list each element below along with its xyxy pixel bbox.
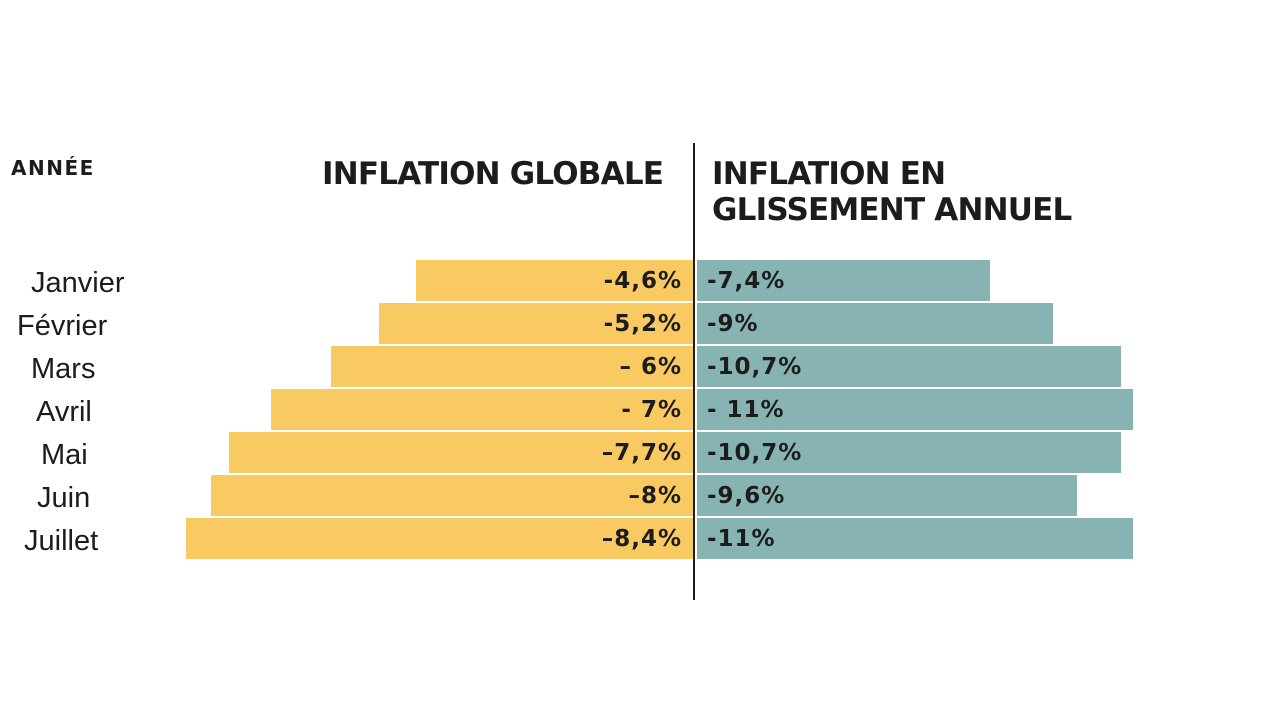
right-series-title: INFLATION EN GLISSEMENT ANNUEL	[712, 156, 1072, 228]
month-label: Avril	[36, 396, 92, 428]
chart-row: Mai –7,7% -10,7%	[0, 432, 1280, 475]
bar-inflation-glissement-annuel	[697, 303, 1053, 344]
value-label-glissement: -10,7%	[707, 440, 803, 466]
bar-inflation-globale	[416, 260, 693, 301]
right-series-title-line1: INFLATION EN	[712, 156, 946, 192]
bar-inflation-globale	[211, 475, 693, 516]
month-label: Février	[17, 310, 108, 342]
month-label: Janvier	[31, 267, 125, 299]
left-series-title: INFLATION GLOBALE	[322, 156, 664, 192]
value-label-globale: – 6%	[619, 354, 682, 380]
value-label-globale: –8,4%	[601, 526, 682, 552]
chart-row: Février -5,2% -9%	[0, 303, 1280, 346]
value-label-glissement: -10,7%	[707, 354, 803, 380]
value-label-globale: - 7%	[621, 397, 682, 423]
value-label-globale: –8%	[628, 483, 682, 509]
center-axis-line	[693, 143, 695, 600]
value-label-globale: -5,2%	[603, 311, 682, 337]
value-label-glissement: -11%	[707, 526, 776, 552]
value-label-glissement: -7,4%	[707, 268, 786, 294]
chart-row: Avril - 7% - 11%	[0, 389, 1280, 432]
bar-inflation-globale	[331, 346, 693, 387]
bar-inflation-glissement-annuel	[697, 475, 1077, 516]
month-label: Mars	[31, 353, 96, 385]
bar-inflation-glissement-annuel	[697, 260, 990, 301]
value-label-glissement: - 11%	[707, 397, 785, 423]
chart-row: Mars – 6% -10,7%	[0, 346, 1280, 389]
bar-inflation-globale	[229, 432, 693, 473]
bar-inflation-glissement-annuel	[697, 432, 1121, 473]
chart-row: Juillet –8,4% -11%	[0, 518, 1280, 561]
month-label: Mai	[41, 439, 88, 471]
month-label: Juin	[37, 482, 91, 514]
month-label: Juillet	[24, 525, 99, 557]
bar-inflation-glissement-annuel	[697, 346, 1121, 387]
year-axis-label: ANNÉE	[11, 156, 95, 180]
value-label-globale: –7,7%	[601, 440, 682, 466]
bar-inflation-globale	[379, 303, 693, 344]
chart-row: Juin –8% -9,6%	[0, 475, 1280, 518]
chart-row: Janvier -4,6% -7,4%	[0, 260, 1280, 303]
bar-inflation-glissement-annuel	[697, 389, 1133, 430]
value-label-globale: -4,6%	[603, 268, 682, 294]
bar-inflation-globale	[186, 518, 693, 559]
value-label-glissement: -9,6%	[707, 483, 786, 509]
right-series-title-line2: GLISSEMENT ANNUEL	[712, 192, 1072, 228]
bar-inflation-globale	[271, 389, 693, 430]
value-label-glissement: -9%	[707, 311, 759, 337]
bar-inflation-glissement-annuel	[697, 518, 1133, 559]
